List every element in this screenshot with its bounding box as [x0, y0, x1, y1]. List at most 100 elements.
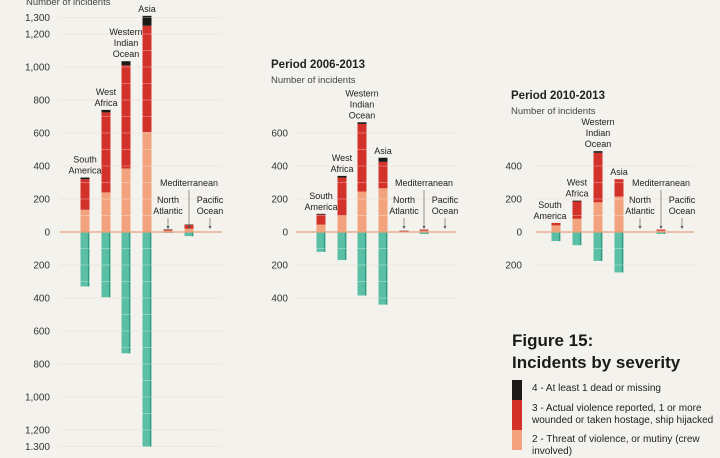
- bar-segment-severity-2: [143, 132, 152, 232]
- label-pointer-arrow: [444, 226, 447, 229]
- bar-segment-severity-3: [338, 178, 347, 216]
- y-axis-label: Number of incidents: [26, 0, 111, 8]
- category-label: West: [567, 178, 588, 188]
- bar-segment-severity-3: [615, 179, 624, 196]
- category-label: West: [332, 153, 353, 163]
- category-label: Western: [109, 27, 142, 37]
- category-label: Africa: [330, 164, 353, 174]
- category-label: North: [157, 195, 179, 205]
- y-tick-label: 1,200: [25, 30, 50, 41]
- y-tick-label: 1,200: [25, 426, 50, 437]
- category-label: Pacific: [669, 195, 696, 205]
- bar-segment-severity-4: [594, 151, 603, 153]
- y-tick-label: 200: [505, 261, 522, 272]
- bar-segment-severity-4: [81, 178, 90, 180]
- category-label: Ocean: [432, 206, 459, 216]
- bar-segment-severity-2: [102, 192, 111, 232]
- bar-segment-severity-2: [338, 216, 347, 233]
- bar-segment-severity-4: [317, 214, 326, 215]
- legend-swatch: [512, 380, 522, 400]
- label-pointer-arrow: [403, 226, 406, 229]
- bar-segment-severity-2: [615, 197, 624, 232]
- bar-segment-severity-2: [81, 210, 90, 232]
- category-label: Indian: [586, 128, 611, 138]
- bar-segment-severity-3: [81, 179, 90, 210]
- y-axis-label: Number of incidents: [511, 106, 596, 117]
- category-label: Ocean: [197, 206, 224, 216]
- bar-segment-severity-3: [358, 124, 367, 192]
- bar-segment-severity-2: [594, 202, 603, 232]
- category-label: America: [68, 166, 101, 176]
- y-tick-label: 200: [271, 195, 288, 206]
- legend-label: 3 - Actual violence reported, 1 or more …: [532, 400, 720, 427]
- category-label: Asia: [610, 167, 628, 177]
- category-label: West: [96, 87, 117, 97]
- y-tick-label: 0: [44, 228, 50, 239]
- category-label: North: [629, 195, 651, 205]
- legend-title-line1: Figure 15:: [512, 330, 593, 352]
- y-tick-label: 200: [33, 261, 50, 272]
- y-tick-label: 0: [516, 228, 522, 239]
- category-label: Atlantic: [625, 206, 655, 216]
- bar-segment-severity-3: [164, 230, 173, 231]
- y-tick-label: 1,300: [25, 13, 50, 24]
- legend-swatch: [512, 430, 522, 450]
- category-label: Atlantic: [153, 206, 183, 216]
- y-tick-label: 200: [271, 261, 288, 272]
- bar-segment-severity-3: [657, 230, 666, 231]
- y-tick-label: 400: [505, 162, 522, 173]
- bar-segment-severity-2: [379, 188, 388, 232]
- bar-segment-severity-4: [338, 176, 347, 178]
- category-label: Africa: [565, 189, 588, 199]
- bar-segment-severity-2: [573, 219, 582, 232]
- legend-item-sev2: 2 - Threat of violence, or mutiny (crew …: [512, 430, 720, 458]
- category-label: Asia: [374, 146, 392, 156]
- y-tick-label: 1,000: [25, 63, 50, 74]
- bar-segment-severity-2: [552, 225, 561, 232]
- category-label: Pacific: [432, 195, 459, 205]
- label-pointer-arrow: [209, 226, 212, 229]
- bar-segment-severity-2: [317, 225, 326, 232]
- bar-segment-severity-3: [317, 215, 326, 225]
- legend-item-sev3: 3 - Actual violence reported, 1 or more …: [512, 400, 720, 430]
- y-tick-label: 400: [271, 294, 288, 305]
- bar-segment-severity-4: [102, 110, 111, 112]
- panel-title: Period 2010-2013: [511, 90, 605, 102]
- y-tick-label: 200: [33, 195, 50, 206]
- y-tick-label: 400: [271, 162, 288, 173]
- y-tick-label: 1,000: [25, 393, 50, 404]
- category-label: Ocean: [349, 110, 376, 120]
- label-pointer-arrow: [167, 226, 170, 229]
- category-label: Atlantic: [389, 206, 419, 216]
- bar-segment-severity-4: [358, 122, 367, 124]
- label-pointer-arrow: [660, 226, 663, 229]
- bar-segment-severity-3: [122, 65, 131, 168]
- bar-segment-severity-4: [379, 158, 388, 162]
- category-label: Mediterranean: [632, 178, 690, 188]
- category-label: Indian: [114, 38, 139, 48]
- legend-label: 2 - Threat of violence, or mutiny (crew …: [532, 430, 720, 458]
- legend-swatch: [512, 400, 522, 430]
- bar-segment-severity-3: [552, 223, 561, 225]
- category-label: Mediterranean: [395, 178, 453, 188]
- y-tick-label: 600: [271, 129, 288, 140]
- panel-title: Period 2006-2013: [271, 59, 365, 71]
- legend-title-line2: Incidents by severity: [512, 352, 680, 374]
- category-label: Ocean: [113, 49, 140, 59]
- bar-segment-severity-3: [420, 230, 429, 231]
- bar-segment-severity-4: [122, 61, 131, 65]
- category-label: Western: [345, 88, 378, 98]
- category-label: Mediterranean: [160, 178, 218, 188]
- category-label: South: [73, 155, 97, 165]
- category-label: Africa: [94, 98, 117, 108]
- bar-segment-severity-2: [122, 168, 131, 232]
- category-label: Pacific: [197, 195, 224, 205]
- bar-segment-severity-3: [594, 153, 603, 203]
- category-label: Indian: [350, 99, 375, 109]
- category-label: Western: [581, 117, 614, 127]
- y-axis-label: Number of incidents: [271, 75, 356, 86]
- category-label: Ocean: [669, 206, 696, 216]
- y-tick-label: 400: [33, 162, 50, 173]
- y-tick-label: 200: [505, 195, 522, 206]
- category-label: South: [538, 200, 562, 210]
